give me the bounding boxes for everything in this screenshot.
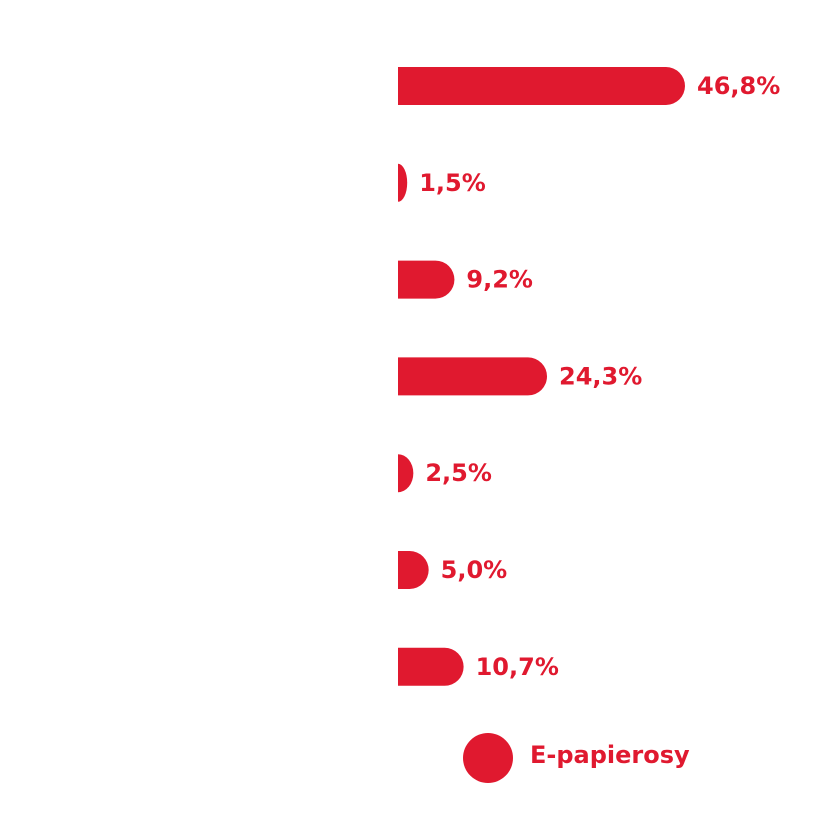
- bar: [398, 454, 414, 493]
- bar: [398, 647, 464, 686]
- value-label: 1,5%: [419, 169, 486, 197]
- value-label: 24,3%: [559, 362, 642, 390]
- bar: [398, 163, 408, 202]
- value-label: 2,5%: [425, 459, 492, 487]
- legend-label: E-papierosy: [530, 741, 690, 769]
- legend-swatch: [463, 733, 513, 783]
- bar: [398, 551, 429, 589]
- value-label: 10,7%: [476, 653, 559, 681]
- value-label: 46,8%: [697, 72, 780, 100]
- bar: [398, 260, 455, 299]
- bar: [398, 67, 685, 105]
- value-label: 9,2%: [466, 266, 533, 294]
- bar: [398, 357, 548, 396]
- value-label: 5,0%: [441, 556, 508, 584]
